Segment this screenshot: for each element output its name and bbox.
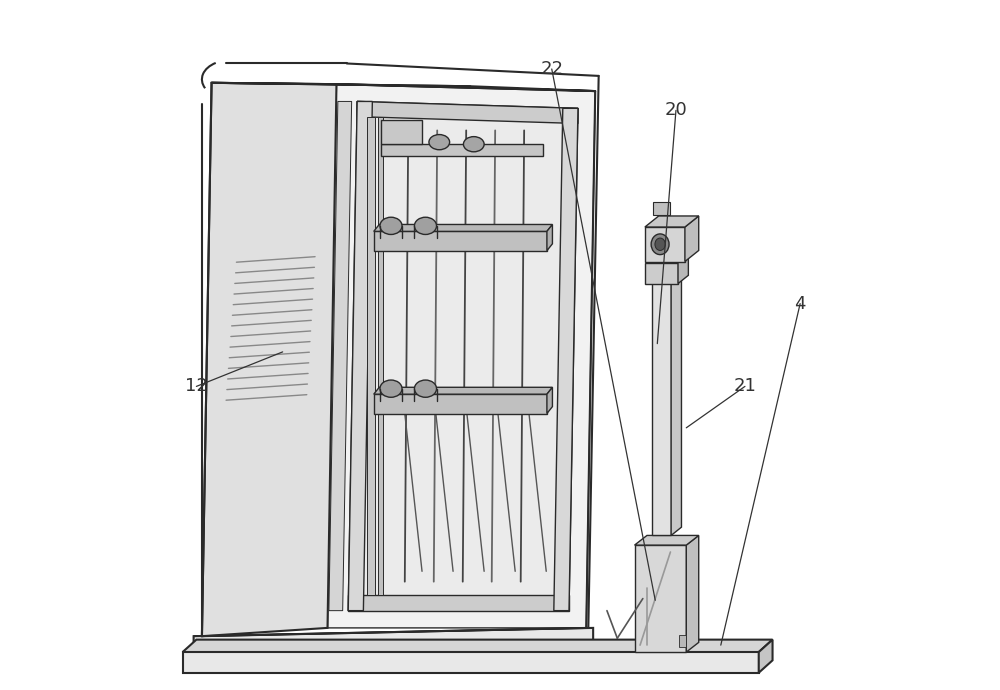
Polygon shape xyxy=(374,231,547,250)
Polygon shape xyxy=(652,273,671,535)
Polygon shape xyxy=(202,83,336,636)
Polygon shape xyxy=(357,101,578,124)
Polygon shape xyxy=(348,101,372,611)
Text: 4: 4 xyxy=(794,295,806,313)
Ellipse shape xyxy=(463,137,484,152)
Polygon shape xyxy=(328,84,595,628)
Polygon shape xyxy=(645,216,699,227)
Polygon shape xyxy=(374,394,547,413)
Polygon shape xyxy=(183,640,773,652)
Polygon shape xyxy=(685,216,699,262)
Polygon shape xyxy=(367,117,375,595)
Ellipse shape xyxy=(380,380,402,397)
Polygon shape xyxy=(645,263,678,284)
Polygon shape xyxy=(363,117,563,595)
Ellipse shape xyxy=(651,234,669,255)
Polygon shape xyxy=(554,108,578,611)
Polygon shape xyxy=(329,101,352,611)
Polygon shape xyxy=(348,595,569,611)
Polygon shape xyxy=(374,224,552,231)
Ellipse shape xyxy=(414,217,437,235)
Polygon shape xyxy=(374,387,552,394)
Ellipse shape xyxy=(414,380,437,397)
Polygon shape xyxy=(378,117,383,595)
Text: 21: 21 xyxy=(734,377,756,395)
Polygon shape xyxy=(381,144,543,156)
Polygon shape xyxy=(194,628,593,655)
Polygon shape xyxy=(547,224,552,250)
Polygon shape xyxy=(635,535,699,545)
Polygon shape xyxy=(671,265,681,535)
Text: 22: 22 xyxy=(540,60,563,78)
Polygon shape xyxy=(635,545,686,652)
Polygon shape xyxy=(679,635,686,647)
Ellipse shape xyxy=(380,217,402,235)
Ellipse shape xyxy=(655,238,665,250)
Polygon shape xyxy=(212,83,595,91)
Polygon shape xyxy=(652,265,681,273)
Polygon shape xyxy=(194,636,202,656)
Text: 20: 20 xyxy=(665,101,687,119)
Polygon shape xyxy=(678,255,688,284)
Text: 12: 12 xyxy=(185,377,208,395)
Polygon shape xyxy=(194,628,593,636)
Polygon shape xyxy=(348,101,578,611)
Polygon shape xyxy=(686,535,699,652)
Polygon shape xyxy=(645,227,685,262)
Polygon shape xyxy=(183,652,759,673)
Polygon shape xyxy=(381,120,422,144)
Polygon shape xyxy=(547,387,552,413)
Ellipse shape xyxy=(429,135,450,150)
Polygon shape xyxy=(759,640,773,673)
Polygon shape xyxy=(653,202,670,215)
